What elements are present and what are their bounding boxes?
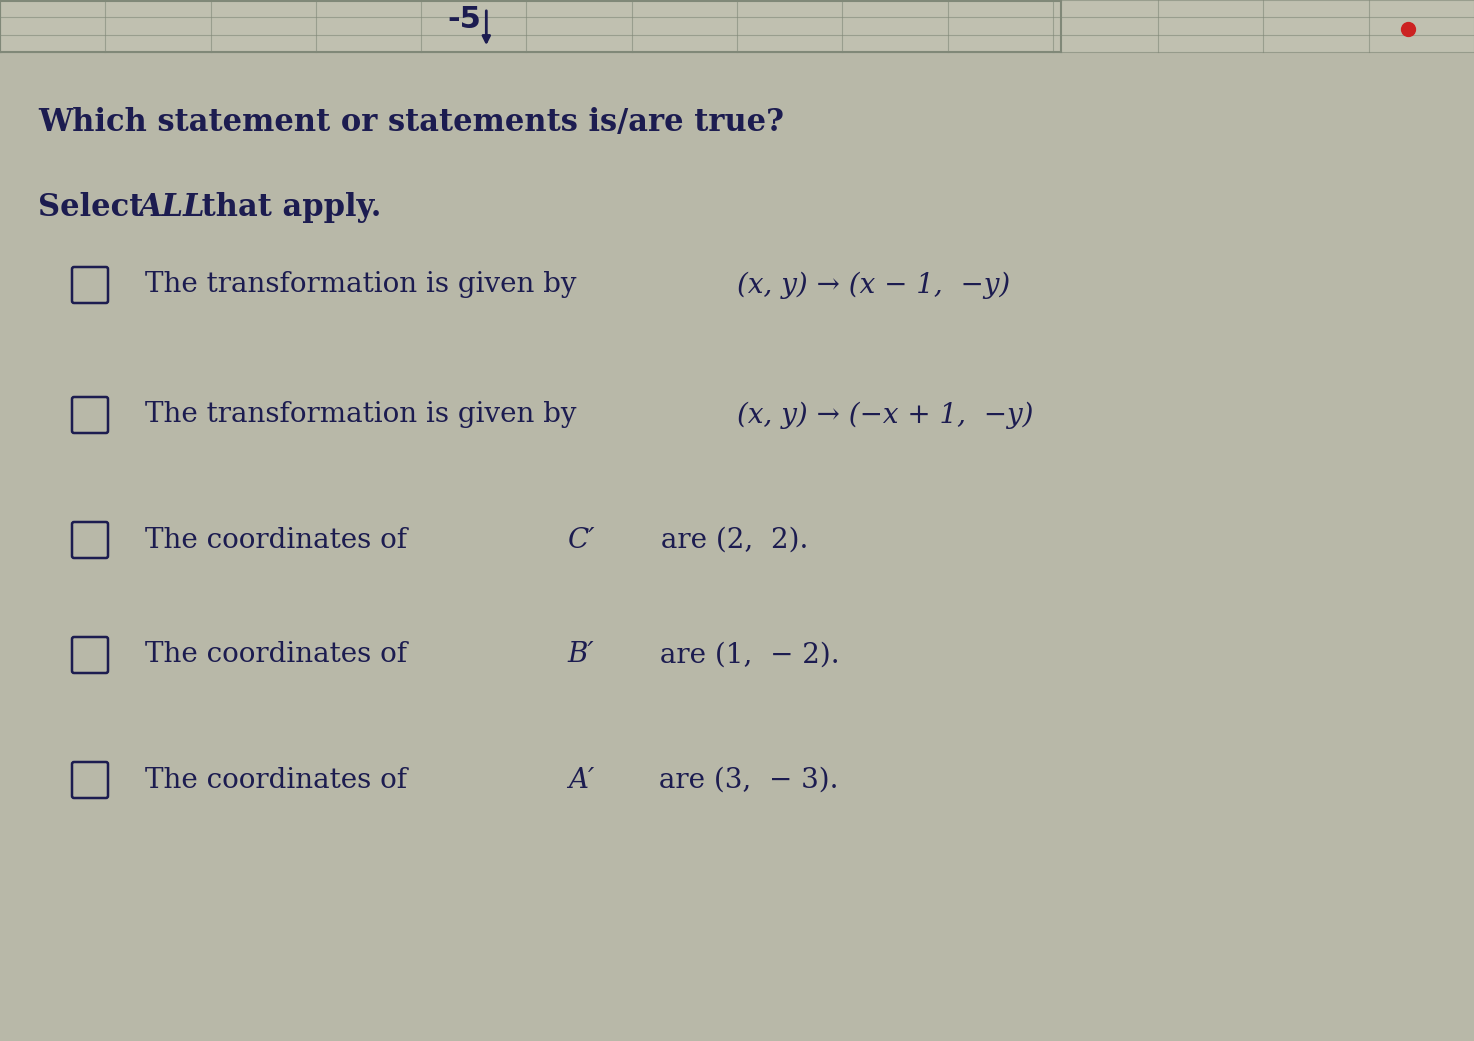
Text: The coordinates of: The coordinates of: [144, 527, 416, 554]
Text: A′: A′: [567, 766, 594, 793]
Text: Which statement or statements is/are true?: Which statement or statements is/are tru…: [38, 107, 784, 138]
Text: C′: C′: [567, 527, 595, 554]
Text: are (1,  − 2).: are (1, − 2).: [652, 641, 839, 668]
Text: are (2,  2).: are (2, 2).: [652, 527, 808, 554]
Text: are (3,  − 3).: are (3, − 3).: [650, 766, 839, 793]
Text: Select: Select: [38, 192, 153, 223]
Text: that apply.: that apply.: [192, 192, 382, 223]
Text: The coordinates of: The coordinates of: [144, 641, 416, 668]
Text: The transformation is given by: The transformation is given by: [144, 402, 585, 429]
Text: (x, y) → (x − 1,  −y): (x, y) → (x − 1, −y): [737, 272, 1010, 299]
Text: -5: -5: [448, 5, 481, 34]
Text: The transformation is given by: The transformation is given by: [144, 272, 585, 299]
Text: ALL: ALL: [139, 192, 205, 223]
Text: (x, y) → (−x + 1,  −y): (x, y) → (−x + 1, −y): [737, 402, 1033, 429]
Text: B′: B′: [567, 641, 594, 668]
Bar: [0, 0, 1474, 52]
Text: The coordinates of: The coordinates of: [144, 766, 416, 793]
